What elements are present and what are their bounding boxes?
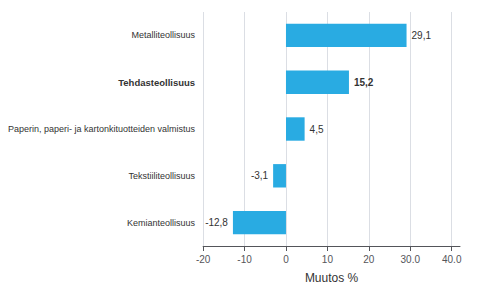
svg-text:40.0: 40.0 xyxy=(442,254,462,265)
svg-text:10: 10 xyxy=(322,254,334,265)
svg-text:Metalliteollisuus: Metalliteollisuus xyxy=(132,30,196,40)
svg-text:-12,8: -12,8 xyxy=(205,217,228,228)
svg-text:Muutos %: Muutos % xyxy=(305,271,359,285)
svg-text:20: 20 xyxy=(363,254,375,265)
svg-text:0: 0 xyxy=(283,254,289,265)
svg-text:15,2: 15,2 xyxy=(354,77,374,88)
svg-text:Kemianteollisuus: Kemianteollisuus xyxy=(127,218,196,228)
svg-text:Tehdasteollisuus: Tehdasteollisuus xyxy=(118,77,195,88)
svg-text:29,1: 29,1 xyxy=(412,30,432,41)
svg-text:30.0: 30.0 xyxy=(401,254,421,265)
svg-text:-20: -20 xyxy=(196,254,211,265)
svg-text:4,5: 4,5 xyxy=(310,124,324,135)
svg-text:-10: -10 xyxy=(237,254,252,265)
svg-text:Paperin, paperi- ja kartonkitu: Paperin, paperi- ja kartonkituotteiden v… xyxy=(8,124,196,134)
svg-text:-3,1: -3,1 xyxy=(251,170,269,181)
svg-text:Tekstiiliteollisuus: Tekstiiliteollisuus xyxy=(129,171,196,181)
